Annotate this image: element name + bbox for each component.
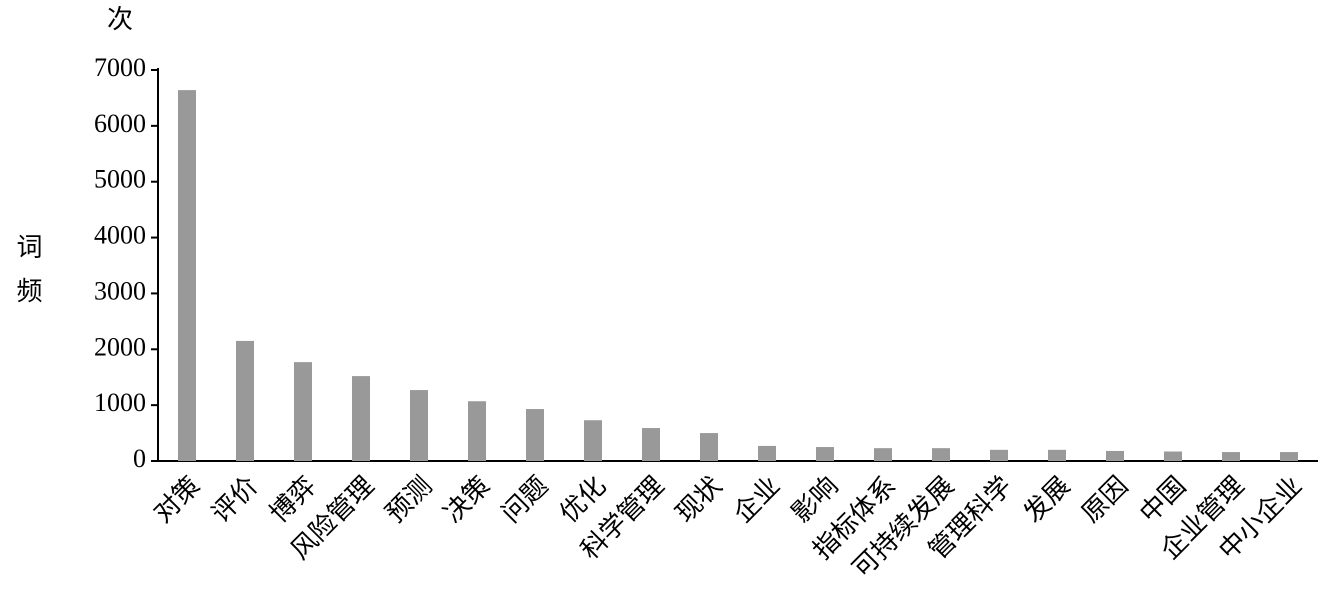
bar <box>584 420 602 461</box>
bar <box>526 409 544 461</box>
bar <box>758 445 776 461</box>
x-tick-label: 决策 <box>438 471 495 528</box>
bar <box>990 449 1008 461</box>
y-tick-label: 7000 <box>94 53 146 82</box>
bar <box>1164 451 1182 461</box>
y-tick-label: 6000 <box>94 109 146 138</box>
bar <box>352 376 370 461</box>
x-tick-label: 评价 <box>206 471 263 528</box>
bar <box>294 362 312 461</box>
bar <box>236 340 254 461</box>
y-tick-label: 2000 <box>94 332 146 361</box>
bar <box>874 448 892 461</box>
y-axis-label: 词频 <box>13 233 42 321</box>
bar <box>468 401 486 461</box>
bar <box>1280 452 1298 461</box>
x-tick-label: 发展 <box>1018 471 1075 528</box>
x-tick-label: 问题 <box>496 471 553 528</box>
y-unit: 次 <box>107 5 133 34</box>
x-tick-label: 对策 <box>148 471 205 528</box>
bar <box>1106 450 1124 461</box>
bar <box>700 433 718 461</box>
bar <box>1048 449 1066 461</box>
bar <box>410 390 428 461</box>
y-tick-label: 4000 <box>94 221 146 250</box>
bar <box>816 447 834 461</box>
bar <box>178 90 196 461</box>
x-tick-label: 预测 <box>380 471 437 528</box>
x-tick-label: 原因 <box>1076 471 1133 528</box>
bar <box>642 428 660 461</box>
bar <box>932 448 950 461</box>
bar <box>1222 452 1240 461</box>
y-tick-label: 3000 <box>94 276 146 305</box>
y-tick-label: 0 <box>133 444 146 473</box>
y-tick-label: 5000 <box>94 165 146 194</box>
y-tick-label: 1000 <box>94 388 146 417</box>
x-tick-label: 现状 <box>670 471 727 528</box>
x-tick-label: 企业 <box>728 471 785 528</box>
